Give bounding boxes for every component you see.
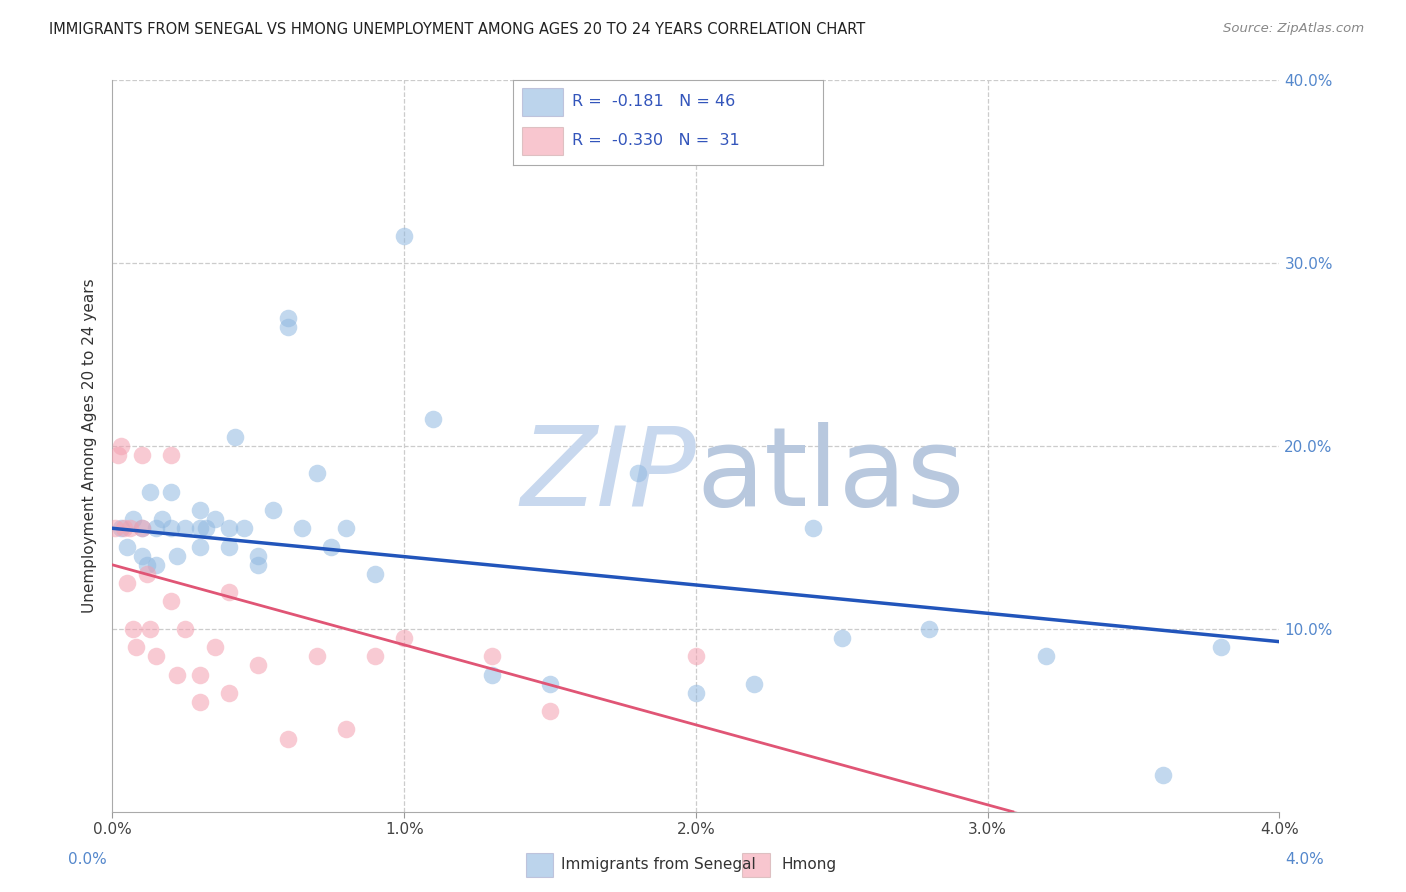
- Hmong: [364, 649, 387, 664]
- Immigrants from Senegal: [627, 467, 650, 481]
- Hmong: [218, 686, 240, 700]
- Hmong: [305, 649, 328, 664]
- Immigrants from Senegal: [188, 521, 211, 535]
- Text: ZIP: ZIP: [520, 422, 696, 529]
- Immigrants from Senegal: [481, 667, 503, 681]
- Immigrants from Senegal: [291, 521, 314, 535]
- Text: Source: ZipAtlas.com: Source: ZipAtlas.com: [1223, 22, 1364, 36]
- Immigrants from Senegal: [188, 503, 211, 517]
- Hmong: [115, 576, 138, 591]
- Hmong: [112, 521, 135, 535]
- Hmong: [204, 640, 226, 655]
- Hmong: [166, 667, 188, 681]
- Immigrants from Senegal: [218, 521, 240, 535]
- Immigrants from Senegal: [801, 521, 824, 535]
- Immigrants from Senegal: [174, 521, 197, 535]
- Text: R =  -0.330   N =  31: R = -0.330 N = 31: [572, 134, 740, 148]
- Immigrants from Senegal: [364, 567, 387, 582]
- Hmong: [188, 695, 211, 709]
- Text: Hmong: Hmong: [782, 857, 837, 872]
- Immigrants from Senegal: [538, 676, 561, 690]
- Immigrants from Senegal: [1035, 649, 1057, 664]
- Y-axis label: Unemployment Among Ages 20 to 24 years: Unemployment Among Ages 20 to 24 years: [82, 278, 97, 614]
- Immigrants from Senegal: [131, 521, 153, 535]
- Hmong: [136, 567, 159, 582]
- Immigrants from Senegal: [204, 512, 226, 526]
- Immigrants from Senegal: [136, 558, 159, 572]
- Immigrants from Senegal: [321, 540, 343, 554]
- Hmong: [104, 521, 127, 535]
- Hmong: [122, 622, 145, 636]
- Immigrants from Senegal: [247, 549, 270, 563]
- Immigrants from Senegal: [918, 622, 941, 636]
- Hmong: [131, 448, 153, 462]
- Bar: [526, 853, 554, 877]
- Immigrants from Senegal: [188, 540, 211, 554]
- Hmong: [139, 622, 162, 636]
- Immigrants from Senegal: [276, 310, 298, 325]
- Hmong: [188, 667, 211, 681]
- Hmong: [481, 649, 503, 664]
- Immigrants from Senegal: [422, 411, 444, 425]
- Immigrants from Senegal: [262, 503, 284, 517]
- Immigrants from Senegal: [145, 521, 167, 535]
- Hmong: [110, 439, 132, 453]
- Bar: [742, 853, 770, 877]
- Text: 0.0%: 0.0%: [67, 852, 107, 867]
- Immigrants from Senegal: [131, 549, 153, 563]
- Bar: [523, 88, 562, 116]
- Hmong: [160, 594, 183, 608]
- Immigrants from Senegal: [194, 521, 217, 535]
- Bar: [523, 127, 562, 155]
- Immigrants from Senegal: [160, 484, 183, 499]
- Immigrants from Senegal: [742, 676, 765, 690]
- Immigrants from Senegal: [218, 540, 240, 554]
- Text: R =  -0.181   N = 46: R = -0.181 N = 46: [572, 95, 735, 110]
- Hmong: [145, 649, 167, 664]
- Immigrants from Senegal: [145, 558, 167, 572]
- Hmong: [394, 631, 416, 645]
- Immigrants from Senegal: [305, 467, 328, 481]
- Immigrants from Senegal: [685, 686, 707, 700]
- Text: 4.0%: 4.0%: [1285, 852, 1324, 867]
- Immigrants from Senegal: [224, 430, 246, 444]
- Immigrants from Senegal: [122, 512, 145, 526]
- Text: atlas: atlas: [696, 422, 965, 529]
- Text: Immigrants from Senegal: Immigrants from Senegal: [561, 857, 756, 872]
- Hmong: [538, 704, 561, 718]
- Hmong: [107, 448, 129, 462]
- Hmong: [125, 640, 148, 655]
- Immigrants from Senegal: [166, 549, 188, 563]
- Immigrants from Senegal: [831, 631, 853, 645]
- Immigrants from Senegal: [1152, 768, 1174, 782]
- Immigrants from Senegal: [160, 521, 183, 535]
- Hmong: [247, 658, 270, 673]
- Immigrants from Senegal: [1211, 640, 1233, 655]
- Hmong: [131, 521, 153, 535]
- Hmong: [174, 622, 197, 636]
- Immigrants from Senegal: [335, 521, 357, 535]
- Hmong: [118, 521, 141, 535]
- Immigrants from Senegal: [394, 228, 416, 243]
- Immigrants from Senegal: [139, 484, 162, 499]
- Immigrants from Senegal: [232, 521, 254, 535]
- Immigrants from Senegal: [247, 558, 270, 572]
- Hmong: [685, 649, 707, 664]
- Immigrants from Senegal: [115, 540, 138, 554]
- Immigrants from Senegal: [110, 521, 132, 535]
- Text: IMMIGRANTS FROM SENEGAL VS HMONG UNEMPLOYMENT AMONG AGES 20 TO 24 YEARS CORRELAT: IMMIGRANTS FROM SENEGAL VS HMONG UNEMPLO…: [49, 22, 866, 37]
- Hmong: [335, 723, 357, 737]
- Immigrants from Senegal: [276, 320, 298, 334]
- Hmong: [276, 731, 298, 746]
- Immigrants from Senegal: [150, 512, 173, 526]
- Hmong: [218, 585, 240, 599]
- Hmong: [160, 448, 183, 462]
